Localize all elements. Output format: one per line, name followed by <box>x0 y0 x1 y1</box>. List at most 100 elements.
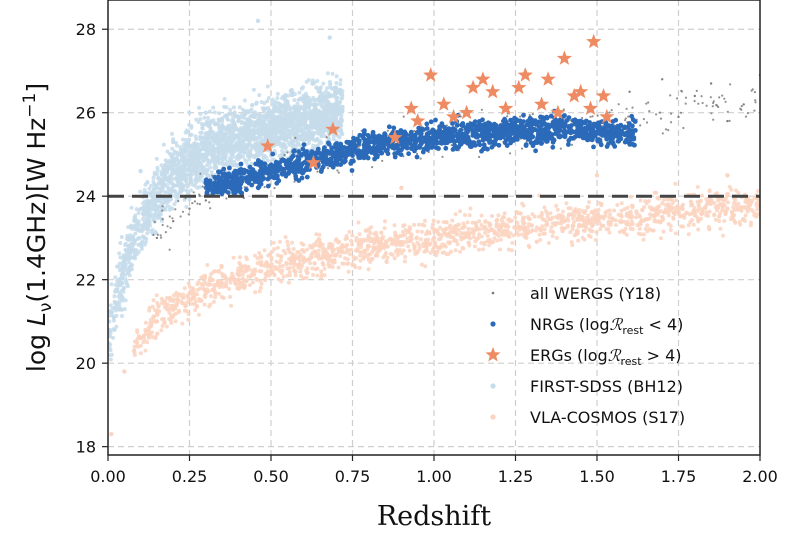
data-point <box>277 260 282 265</box>
data-point <box>121 289 126 294</box>
data-point <box>288 120 293 125</box>
data-point <box>668 228 673 232</box>
data-point <box>723 211 728 216</box>
data-point <box>206 282 211 287</box>
data-point <box>324 106 329 111</box>
data-point <box>186 158 191 163</box>
data-point <box>195 149 200 154</box>
data-point <box>593 237 598 242</box>
data-point <box>369 225 374 230</box>
data-point <box>257 269 262 274</box>
data-point <box>314 108 319 113</box>
data-point <box>336 265 341 270</box>
data-point <box>694 214 698 219</box>
data-point <box>168 215 171 218</box>
data-point <box>495 238 500 243</box>
data-point <box>648 110 651 113</box>
data-point <box>137 207 142 212</box>
data-point <box>371 166 374 169</box>
data-point <box>476 235 481 240</box>
data-point <box>521 226 526 231</box>
data-point <box>113 287 118 292</box>
data-point <box>644 201 649 206</box>
data-point <box>275 129 280 134</box>
data-point <box>186 164 191 169</box>
data-point <box>238 115 243 120</box>
data-point <box>718 226 723 231</box>
data-point <box>335 95 340 100</box>
data-point <box>573 208 578 213</box>
data-point <box>216 268 221 273</box>
data-point <box>236 133 240 138</box>
data-point <box>138 351 143 356</box>
data-point <box>178 145 183 150</box>
data-point <box>205 173 210 178</box>
data-point <box>121 285 126 290</box>
data-point <box>738 205 743 210</box>
data-point <box>145 222 150 227</box>
data-point <box>176 195 181 200</box>
data-point <box>148 214 153 219</box>
data-point <box>143 211 148 216</box>
data-point <box>338 78 343 82</box>
data-point <box>416 222 421 227</box>
data-point <box>323 113 328 118</box>
data-point <box>532 214 537 219</box>
data-point <box>697 199 702 204</box>
data-point <box>447 230 452 235</box>
data-point <box>205 263 210 267</box>
data-point <box>743 213 748 218</box>
data-point <box>149 183 153 188</box>
data-point <box>270 269 275 274</box>
data-point <box>122 254 127 259</box>
data-point <box>113 308 118 313</box>
data-point <box>246 144 250 149</box>
data-point <box>261 114 265 119</box>
data-point <box>661 229 666 234</box>
data-point <box>320 261 325 265</box>
data-point <box>257 93 262 98</box>
data-point <box>494 222 499 227</box>
data-point <box>133 339 138 344</box>
data-point <box>263 185 266 189</box>
data-point <box>474 221 478 226</box>
data-point <box>467 213 472 218</box>
data-point <box>146 325 151 330</box>
data-point <box>280 148 284 153</box>
data-point <box>477 227 482 232</box>
data-point <box>184 128 189 133</box>
data-point <box>235 164 240 168</box>
data-point <box>630 227 635 231</box>
data-point <box>311 137 316 142</box>
data-point <box>189 188 193 193</box>
data-point <box>637 213 641 218</box>
data-point <box>740 105 743 108</box>
data-point <box>262 107 266 112</box>
data-point <box>366 233 371 238</box>
data-point <box>448 223 453 228</box>
data-point <box>117 278 121 283</box>
data-point <box>714 191 719 196</box>
data-point <box>195 304 200 309</box>
data-point <box>236 271 241 276</box>
data-point <box>245 151 250 155</box>
data-point <box>188 171 193 176</box>
data-point <box>350 242 354 247</box>
data-point <box>270 114 274 118</box>
data-point <box>405 236 410 241</box>
data-point <box>643 217 648 221</box>
data-point <box>140 206 145 211</box>
data-point <box>163 299 168 304</box>
data-point <box>217 285 222 289</box>
data-point <box>303 98 307 103</box>
data-point <box>507 219 512 224</box>
data-point <box>684 96 688 99</box>
data-point <box>667 129 670 132</box>
data-point <box>336 240 341 245</box>
data-point <box>297 143 302 148</box>
data-point <box>596 200 601 205</box>
data-point <box>746 112 750 115</box>
data-point <box>673 181 678 186</box>
data-point <box>133 256 138 261</box>
data-point <box>255 119 260 124</box>
